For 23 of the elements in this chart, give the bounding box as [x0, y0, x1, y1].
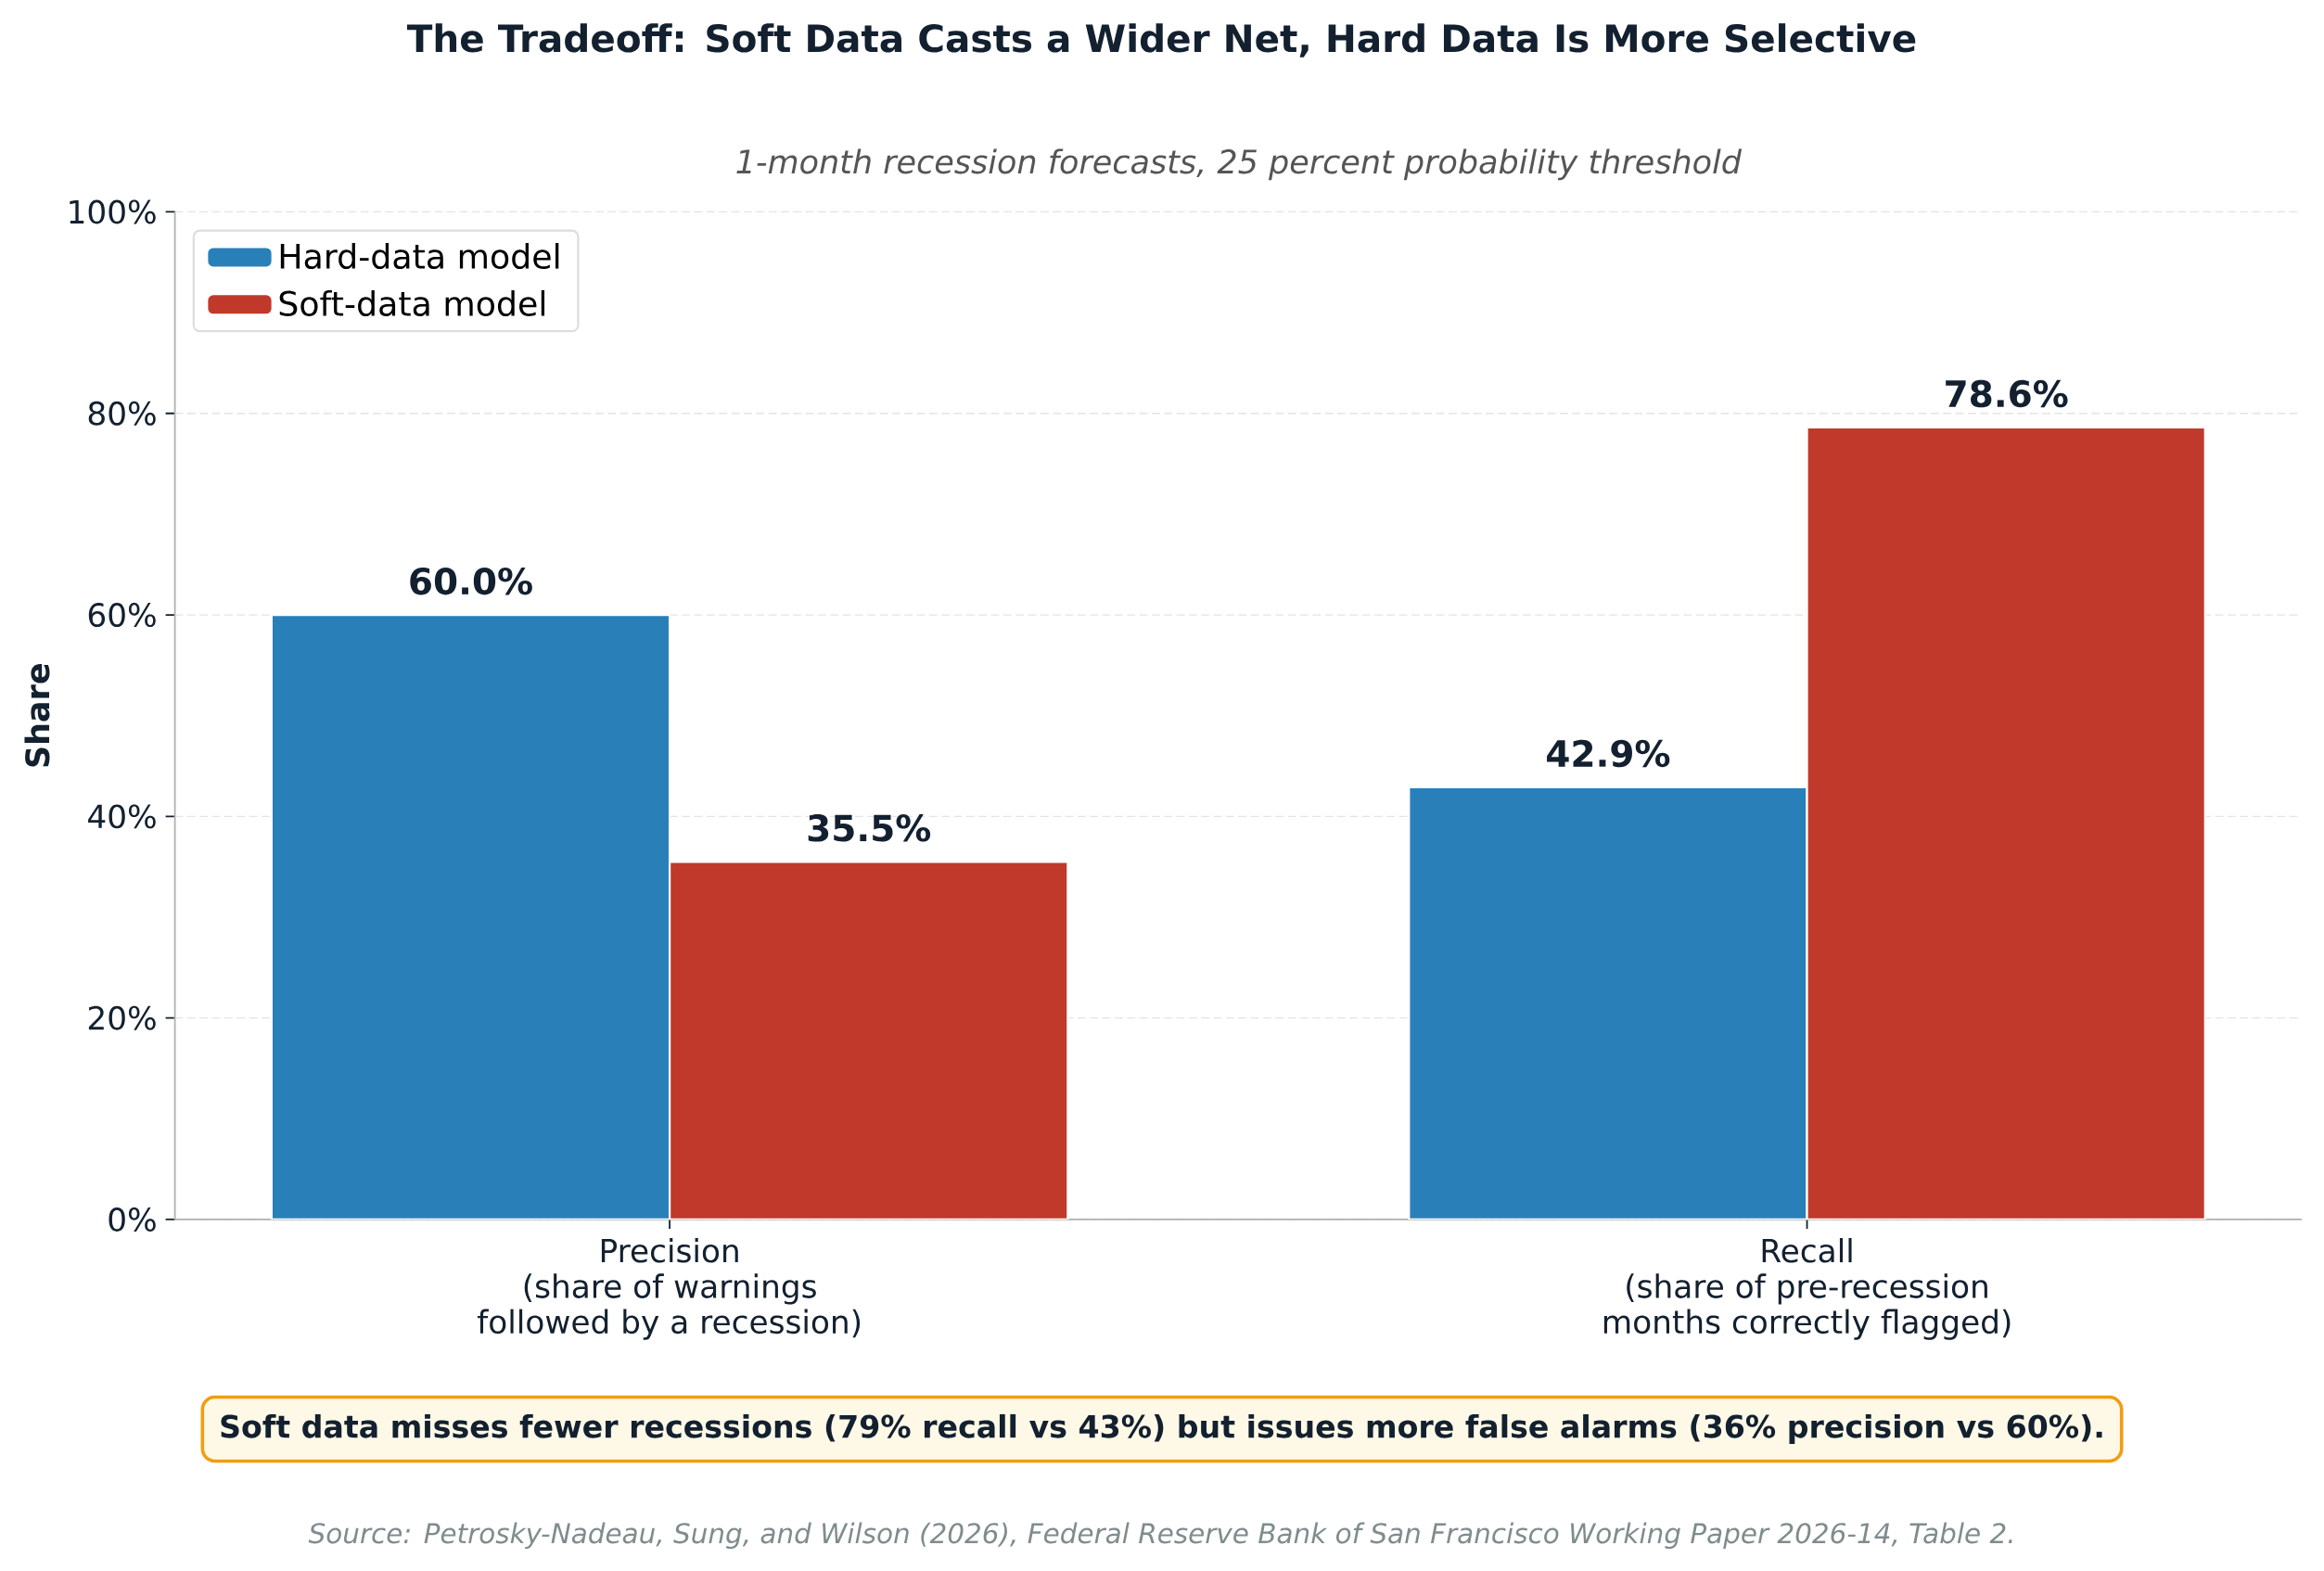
y-tick-label: 20% [88, 1005, 156, 1030]
y-tick-label: 80% [88, 401, 156, 426]
bar [1806, 426, 2206, 1220]
legend-label: Hard-data model [280, 242, 559, 270]
source-note: Source: Petrosky-Nadeau, Sung, and Wilson (2026), Federal Reserve Bank of San Francisco Working Paper 2026-14, Table 2. [308, 1522, 2012, 1550]
x-tick-label: Precision (share of warnings followed by a recession) [478, 1238, 861, 1340]
y-axis-title: Share [24, 664, 50, 767]
bar [270, 613, 671, 1220]
y-tick-label: 40% [88, 804, 156, 829]
chart-title: The Tradeoff: Soft Data Casts a Wider Net, Hard Data Is More Selective [406, 23, 1916, 57]
bar [1408, 786, 1808, 1220]
data-label: 78.6% [1946, 379, 2068, 408]
y-tick-label: 0% [109, 1207, 156, 1232]
data-label: 35.5% [808, 814, 931, 842]
y-tick-label: 60% [88, 603, 156, 628]
y-tick-label: 100% [70, 199, 156, 224]
bar [668, 861, 1069, 1220]
x-tick-label: Recall (share of pre-recession months correctly flagged) [1603, 1238, 2011, 1340]
data-label: 60.0% [410, 567, 532, 595]
data-label: 42.9% [1547, 739, 1670, 768]
legend-label: Soft-data model [279, 289, 545, 317]
text: Soft data misses fewer recessions (79% recall vs 43%) but issues more false alarms (36% precision vs 60%). [221, 1413, 2102, 1445]
chart-subtitle: 1-month recession forecasts, 25 percent probability threshold [736, 148, 1743, 181]
